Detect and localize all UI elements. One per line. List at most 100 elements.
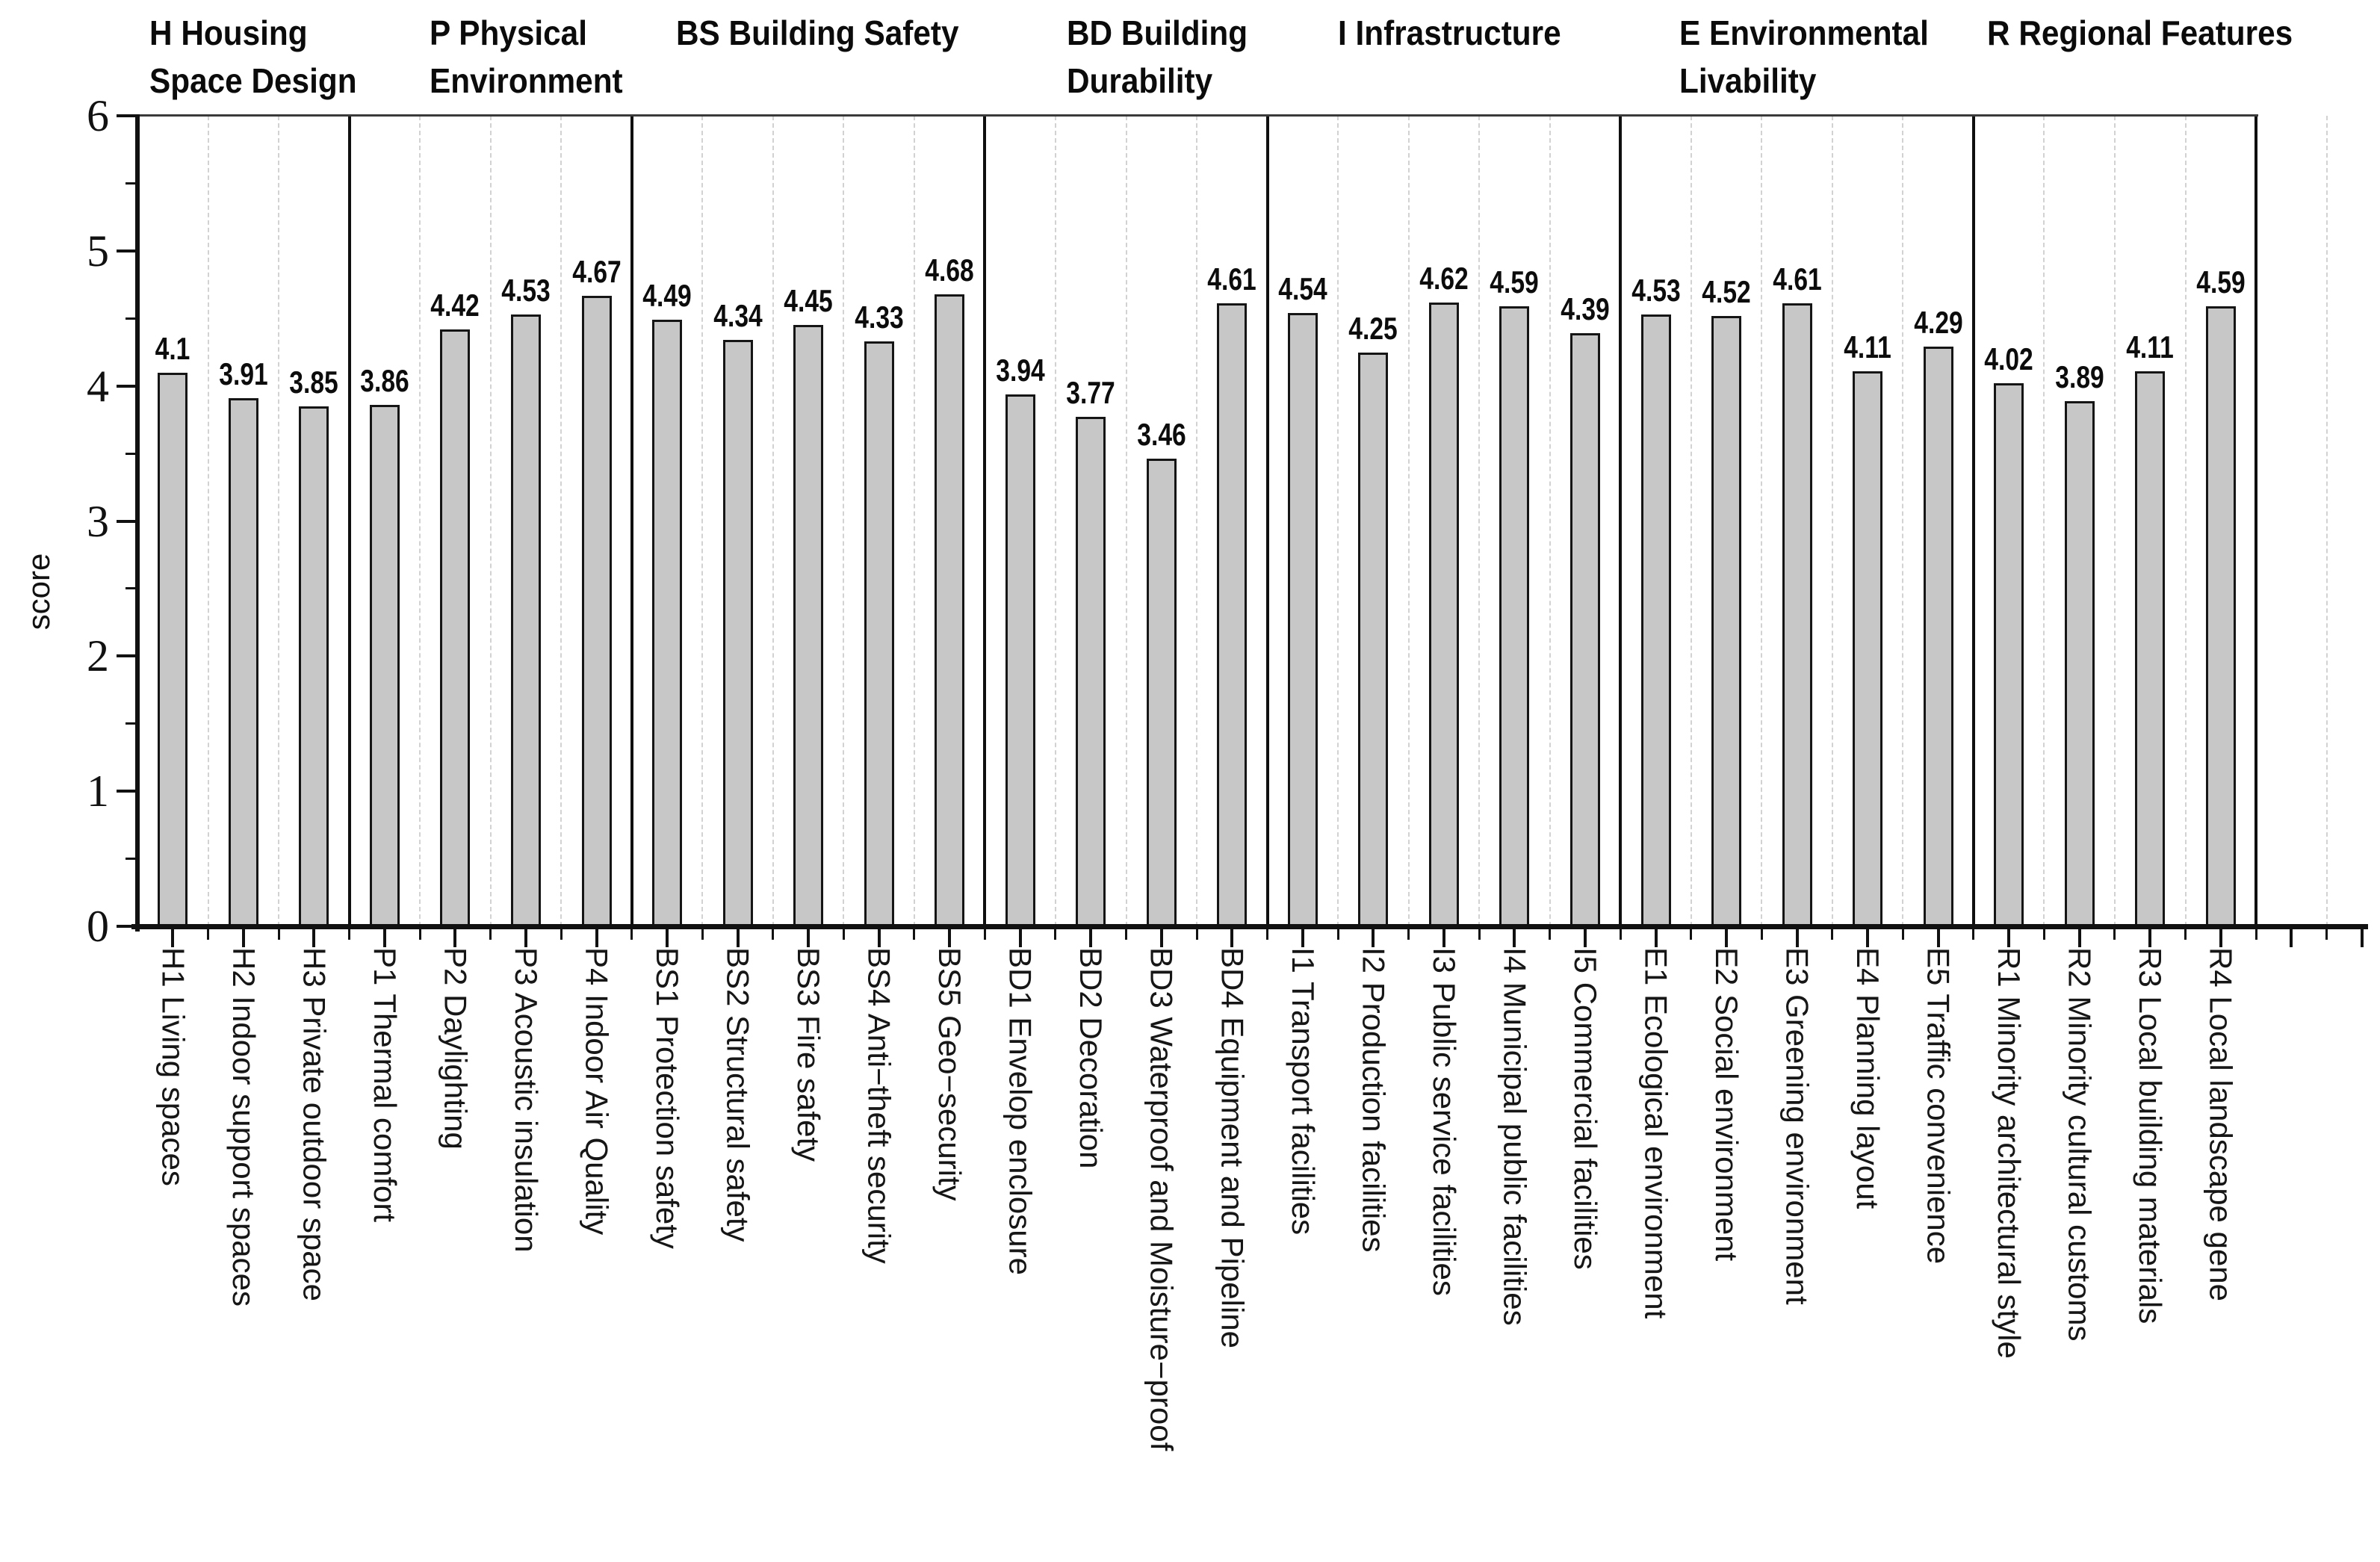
value-label-I2: 4.25 xyxy=(1348,310,1398,346)
bar-E2 xyxy=(1711,315,1741,926)
x-label-P3: P3 Acoustic insulation xyxy=(508,947,544,1253)
x-major-tick xyxy=(382,929,386,947)
x-minor-tick xyxy=(2255,929,2257,940)
y-axis-line xyxy=(135,114,140,932)
group-title-R: R Regional Features xyxy=(1986,13,2293,52)
x-label-BS5: BS5 Geo−security xyxy=(932,947,968,1201)
y-tick-label: 2 xyxy=(87,631,109,681)
x-major-tick xyxy=(241,929,245,947)
x-minor-tick xyxy=(1549,929,1552,940)
value-label-I3: 4.62 xyxy=(1419,260,1469,296)
value-label-P2: 4.42 xyxy=(430,287,480,323)
bar-I3 xyxy=(1428,302,1459,926)
y-major-tick xyxy=(117,114,137,117)
x-major-tick xyxy=(2007,929,2011,947)
x-label-R1: R1 Minority architectural style xyxy=(1992,947,2027,1359)
x-major-tick xyxy=(2219,929,2222,947)
gridline-dashed xyxy=(1761,116,1763,926)
x-major-tick xyxy=(1159,929,1163,947)
x-minor-tick xyxy=(1972,929,1975,940)
bar-E3 xyxy=(1782,303,1812,926)
value-label-E1: 4.53 xyxy=(1631,272,1681,308)
x-label-BD2: BD2 Decoration xyxy=(1073,947,1109,1169)
x-minor-tick xyxy=(2113,929,2116,940)
value-label-BD3: 3.46 xyxy=(1136,417,1186,453)
y-tick-label: 1 xyxy=(87,766,109,816)
bar-BS4 xyxy=(864,341,894,926)
value-label-BS4: 4.33 xyxy=(854,300,904,335)
gridline-dashed xyxy=(772,116,774,926)
plot-top-border xyxy=(135,114,2258,117)
bar-BS5 xyxy=(935,294,965,926)
x-minor-tick xyxy=(1690,929,1693,940)
gridline-dashed xyxy=(278,116,280,926)
x-minor-tick xyxy=(489,929,492,940)
x-major-tick xyxy=(948,929,952,947)
bar-P3 xyxy=(510,314,541,926)
x-major-tick xyxy=(595,929,598,947)
value-label-BD4: 4.61 xyxy=(1207,261,1256,297)
bar-I5 xyxy=(1569,333,1600,926)
gridline-dashed xyxy=(913,116,915,926)
bar-BS3 xyxy=(793,325,824,926)
x-label-P1: P1 Thermal comfort xyxy=(367,947,403,1223)
value-label-H2: 3.91 xyxy=(219,356,268,391)
x-major-tick xyxy=(171,929,175,947)
value-label-E3: 4.61 xyxy=(1772,261,1822,297)
x-axis-line xyxy=(131,924,2368,929)
gridline-dashed xyxy=(1407,116,1410,926)
y-minor-tick xyxy=(125,452,137,455)
y-minor-tick xyxy=(125,587,137,590)
value-label-R4: 4.59 xyxy=(2195,264,2246,300)
bar-BS1 xyxy=(652,320,682,926)
y-major-tick xyxy=(117,384,137,388)
bar-BD1 xyxy=(1005,394,1035,926)
gridline-dashed xyxy=(2043,116,2045,926)
x-major-tick xyxy=(312,929,316,947)
group-title-I: I Infrastructure xyxy=(1337,13,1561,52)
x-minor-tick xyxy=(1901,929,1904,940)
x-label-H1: H1 Living spaces xyxy=(155,947,191,1186)
bar-P2 xyxy=(440,329,471,926)
gridline-dashed xyxy=(2184,116,2187,926)
x-minor-tick xyxy=(2184,929,2187,940)
x-label-BD3: BD3 Waterproof and Moisture−proof xyxy=(1144,947,1180,1451)
gridline-dashed xyxy=(1337,116,1339,926)
value-label-I4: 4.59 xyxy=(1490,264,1540,300)
x-minor-tick xyxy=(772,929,775,940)
bar-H3 xyxy=(299,406,329,926)
x-minor-tick xyxy=(1407,929,1410,940)
x-major-tick xyxy=(1301,929,1304,947)
y-tick-label: 5 xyxy=(87,226,109,276)
bar-R2 xyxy=(2064,400,2095,926)
x-label-R2: R2 Minority cultural customs xyxy=(2062,947,2098,1342)
x-label-E3: E3 Greening environment xyxy=(1779,947,1815,1305)
value-label-H1: 4.1 xyxy=(155,330,190,366)
x-label-P4: P4 Indoor Air Quality xyxy=(579,947,615,1236)
value-label-I5: 4.39 xyxy=(1561,291,1610,327)
x-minor-tick xyxy=(1054,929,1057,940)
x-major-tick xyxy=(1513,929,1516,947)
gridline-dashed xyxy=(1902,116,1904,926)
y-major-tick xyxy=(117,790,137,793)
bar-I1 xyxy=(1287,313,1318,926)
x-minor-tick xyxy=(701,929,704,940)
x-minor-tick xyxy=(1831,929,1834,940)
x-minor-tick xyxy=(1760,929,1763,940)
x-major-tick xyxy=(807,929,811,947)
x-major-tick xyxy=(2077,929,2081,947)
x-minor-tick xyxy=(207,929,209,940)
bar-I2 xyxy=(1358,352,1389,926)
x-major-tick xyxy=(666,929,669,947)
group-title-P: P Physical Environment xyxy=(429,13,623,100)
x-label-E4: E4 Planning layout xyxy=(1850,947,1886,1209)
x-minor-tick xyxy=(1125,929,1127,940)
gridline-dashed xyxy=(1478,116,1481,926)
x-major-tick xyxy=(1089,929,1093,947)
bar-E5 xyxy=(1923,347,1953,926)
gridline-dashed xyxy=(1125,116,1127,926)
x-major-tick xyxy=(453,929,457,947)
gridline-dashed xyxy=(489,116,492,926)
value-label-R1: 4.02 xyxy=(1984,341,2033,377)
x-minor-tick xyxy=(1266,929,1268,940)
